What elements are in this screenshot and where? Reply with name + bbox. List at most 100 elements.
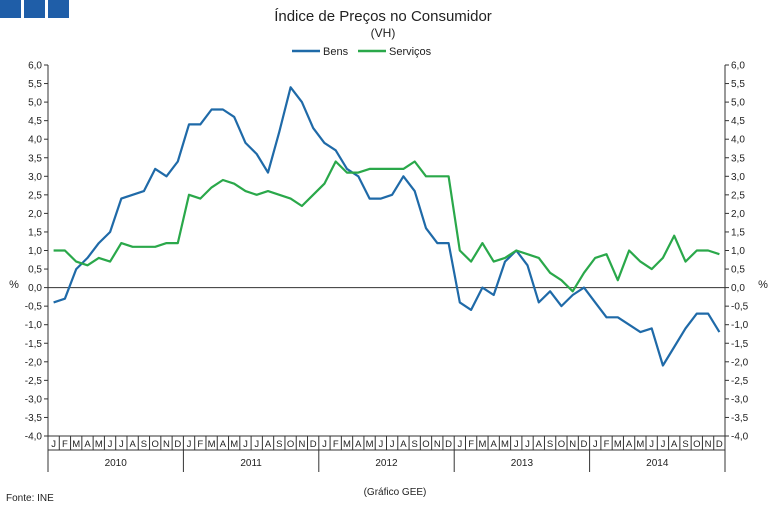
axes: 6,0 6,0 5,5 5,5 5,0 5,0 4,5 4,5 4,0 4,0 3,5 3,5 3,0 3… bbox=[25, 61, 749, 472]
legend: Bens Serviços bbox=[292, 46, 432, 58]
y-tick-label-right: 5,5 bbox=[731, 79, 745, 90]
month-label: J bbox=[119, 439, 124, 450]
month-label: J bbox=[649, 439, 654, 450]
month-label: A bbox=[626, 439, 633, 450]
y-tick-label-right: -4,0 bbox=[731, 432, 749, 443]
month-label: A bbox=[536, 439, 543, 450]
y-tick-label-left: 1,5 bbox=[28, 227, 42, 238]
y-tick-label-right: -1,5 bbox=[731, 339, 749, 350]
month-label: O bbox=[151, 439, 158, 450]
month-label: S bbox=[682, 439, 688, 450]
month-label: F bbox=[604, 439, 610, 450]
y-tick-label-right: 3,0 bbox=[731, 172, 745, 183]
y-tick-label-left: -3,0 bbox=[25, 394, 43, 405]
month-label: M bbox=[95, 439, 103, 450]
month-label: D bbox=[716, 439, 723, 450]
y-tick-label-right: 1,5 bbox=[731, 227, 745, 238]
month-label: S bbox=[141, 439, 147, 450]
y-tick-label-right: 1,0 bbox=[731, 246, 745, 257]
month-label: J bbox=[187, 439, 192, 450]
y-tick-label-left: -1,0 bbox=[25, 320, 43, 331]
month-label: J bbox=[322, 439, 327, 450]
month-label: D bbox=[581, 439, 588, 450]
legend-label-bens: Bens bbox=[323, 46, 349, 58]
y-tick-label-right: -2,5 bbox=[731, 376, 749, 387]
series-line-servicos bbox=[53, 160, 720, 293]
y-tick-label-right: -2,0 bbox=[731, 357, 749, 368]
series-lines bbox=[53, 86, 721, 367]
month-label: M bbox=[501, 439, 509, 450]
month-label: A bbox=[84, 439, 91, 450]
y-tick-label-left: 5,5 bbox=[28, 79, 42, 90]
year-label: 2010 bbox=[105, 458, 128, 469]
month-label: M bbox=[208, 439, 216, 450]
y-tick-label-left: 3,0 bbox=[28, 172, 42, 183]
y-tick-label-left: 1,0 bbox=[28, 246, 42, 257]
y-tick-label-right: 2,0 bbox=[731, 209, 745, 220]
year-label: 2014 bbox=[646, 458, 669, 469]
y-tick-label-left: -1,5 bbox=[25, 339, 43, 350]
month-label: N bbox=[569, 439, 576, 450]
month-label: M bbox=[343, 439, 351, 450]
chart-subtitle: (VH) bbox=[371, 26, 396, 40]
month-label: F bbox=[333, 439, 339, 450]
month-label: A bbox=[265, 439, 272, 450]
month-label: M bbox=[230, 439, 238, 450]
y-tick-label-right: -1,0 bbox=[731, 320, 749, 331]
y-axis-label-right: % bbox=[758, 279, 768, 291]
month-label: J bbox=[51, 439, 56, 450]
y-tick-label-right: 5,0 bbox=[731, 98, 745, 109]
month-label: S bbox=[412, 439, 418, 450]
month-label: M bbox=[636, 439, 644, 450]
y-tick-label-right: 6,0 bbox=[731, 61, 745, 72]
month-label: J bbox=[390, 439, 395, 450]
y-tick-label-left: 2,5 bbox=[28, 190, 42, 201]
month-label: O bbox=[287, 439, 294, 450]
y-tick-label-left: -0,5 bbox=[25, 302, 43, 313]
legend-label-servicos: Serviços bbox=[389, 46, 432, 58]
y-tick-label-left: 3,5 bbox=[28, 153, 42, 164]
y-tick-label-left: 0,0 bbox=[28, 283, 42, 294]
year-label: 2012 bbox=[375, 458, 398, 469]
month-label: M bbox=[614, 439, 622, 450]
year-label: 2013 bbox=[511, 458, 534, 469]
y-tick-label-right: -0,5 bbox=[731, 302, 749, 313]
month-label: J bbox=[457, 439, 462, 450]
month-label: O bbox=[558, 439, 565, 450]
y-axis-label-left: % bbox=[9, 279, 19, 291]
month-label: J bbox=[661, 439, 666, 450]
month-label: M bbox=[478, 439, 486, 450]
y-tick-label-left: -2,0 bbox=[25, 357, 43, 368]
month-label: A bbox=[491, 439, 498, 450]
logo-block bbox=[0, 0, 21, 18]
chart-title: Índice de Preços no Consumidor bbox=[274, 8, 492, 25]
month-label: N bbox=[298, 439, 305, 450]
month-label: A bbox=[129, 439, 136, 450]
month-label: D bbox=[445, 439, 452, 450]
y-tick-label-right: 4,5 bbox=[731, 116, 745, 127]
y-tick-label-left: -4,0 bbox=[25, 432, 43, 443]
y-tick-label-left: 0,5 bbox=[28, 265, 42, 276]
y-tick-label-right: 0,0 bbox=[731, 283, 745, 294]
month-label: A bbox=[400, 439, 407, 450]
month-label: J bbox=[378, 439, 383, 450]
month-label: J bbox=[593, 439, 598, 450]
y-tick-label-right: -3,5 bbox=[731, 413, 749, 424]
month-label: F bbox=[62, 439, 68, 450]
year-label: 2011 bbox=[240, 458, 262, 469]
month-label: J bbox=[514, 439, 519, 450]
y-tick-label-right: 2,5 bbox=[731, 190, 745, 201]
month-label: F bbox=[197, 439, 203, 450]
y-tick-label-left: 6,0 bbox=[28, 61, 42, 72]
month-label: S bbox=[276, 439, 282, 450]
y-tick-label-left: 2,0 bbox=[28, 209, 42, 220]
month-label: O bbox=[693, 439, 700, 450]
logo-block bbox=[24, 0, 45, 18]
month-label: M bbox=[72, 439, 80, 450]
month-label: J bbox=[525, 439, 530, 450]
y-tick-label-left: 5,0 bbox=[28, 98, 42, 109]
y-tick-label-right: 4,0 bbox=[731, 135, 745, 146]
source-note: Fonte: INE bbox=[6, 493, 54, 504]
month-label: S bbox=[547, 439, 553, 450]
